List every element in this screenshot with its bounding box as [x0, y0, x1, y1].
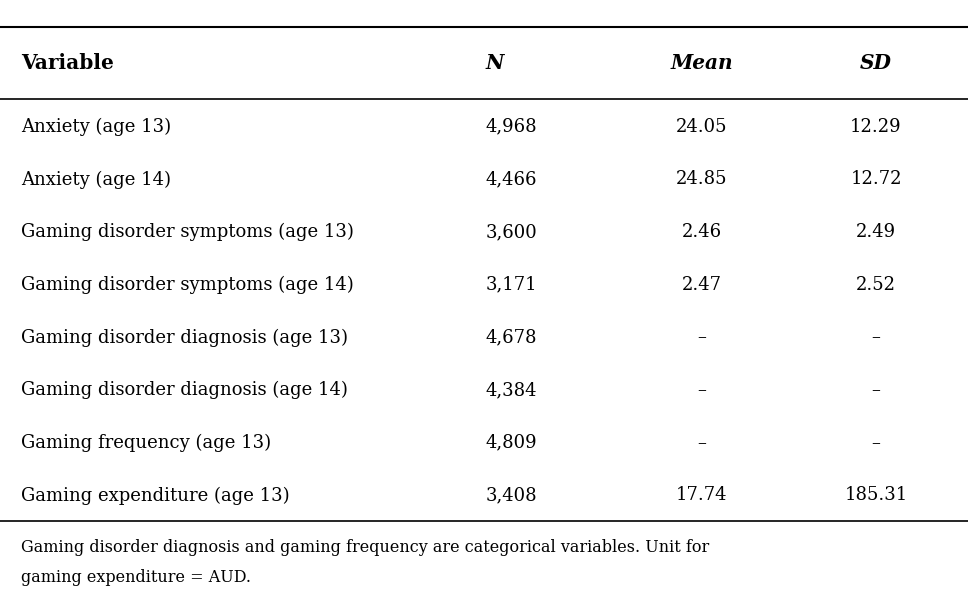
Text: Gaming disorder symptoms (age 13): Gaming disorder symptoms (age 13) — [21, 223, 354, 241]
Text: Gaming disorder diagnosis (age 13): Gaming disorder diagnosis (age 13) — [21, 328, 348, 347]
Text: 185.31: 185.31 — [844, 486, 908, 504]
Text: gaming expenditure = AUD.: gaming expenditure = AUD. — [21, 569, 252, 586]
Text: –: – — [697, 381, 707, 399]
Text: 2.52: 2.52 — [856, 276, 896, 294]
Text: 2.49: 2.49 — [856, 223, 896, 241]
Text: Gaming disorder symptoms (age 14): Gaming disorder symptoms (age 14) — [21, 276, 354, 294]
Text: Anxiety (age 13): Anxiety (age 13) — [21, 117, 171, 136]
Text: 17.74: 17.74 — [676, 486, 728, 504]
Text: 12.29: 12.29 — [850, 118, 902, 135]
Text: 24.05: 24.05 — [676, 118, 728, 135]
Text: 3,600: 3,600 — [486, 223, 537, 241]
Text: –: – — [697, 434, 707, 452]
Text: 4,809: 4,809 — [486, 434, 537, 452]
Text: 3,171: 3,171 — [486, 276, 537, 294]
Text: Variable: Variable — [21, 53, 114, 73]
Text: Gaming expenditure (age 13): Gaming expenditure (age 13) — [21, 486, 290, 504]
Text: Gaming disorder diagnosis (age 14): Gaming disorder diagnosis (age 14) — [21, 381, 348, 399]
Text: 4,678: 4,678 — [486, 329, 537, 346]
Text: –: – — [697, 329, 707, 346]
Text: 4,968: 4,968 — [486, 118, 537, 135]
Text: N: N — [486, 53, 504, 73]
Text: –: – — [871, 381, 881, 399]
Text: –: – — [871, 434, 881, 452]
Text: 3,408: 3,408 — [486, 486, 537, 504]
Text: Anxiety (age 14): Anxiety (age 14) — [21, 170, 171, 188]
Text: 4,384: 4,384 — [486, 381, 537, 399]
Text: Gaming frequency (age 13): Gaming frequency (age 13) — [21, 433, 271, 452]
Text: SD: SD — [860, 53, 892, 73]
Text: 4,466: 4,466 — [486, 170, 537, 188]
Text: 2.47: 2.47 — [681, 276, 722, 294]
Text: 12.72: 12.72 — [850, 170, 902, 188]
Text: Gaming disorder diagnosis and gaming frequency are categorical variables. Unit f: Gaming disorder diagnosis and gaming fre… — [21, 539, 710, 556]
Text: 24.85: 24.85 — [676, 170, 728, 188]
Text: 2.46: 2.46 — [681, 223, 722, 241]
Text: –: – — [871, 329, 881, 346]
Text: Mean: Mean — [671, 53, 733, 73]
